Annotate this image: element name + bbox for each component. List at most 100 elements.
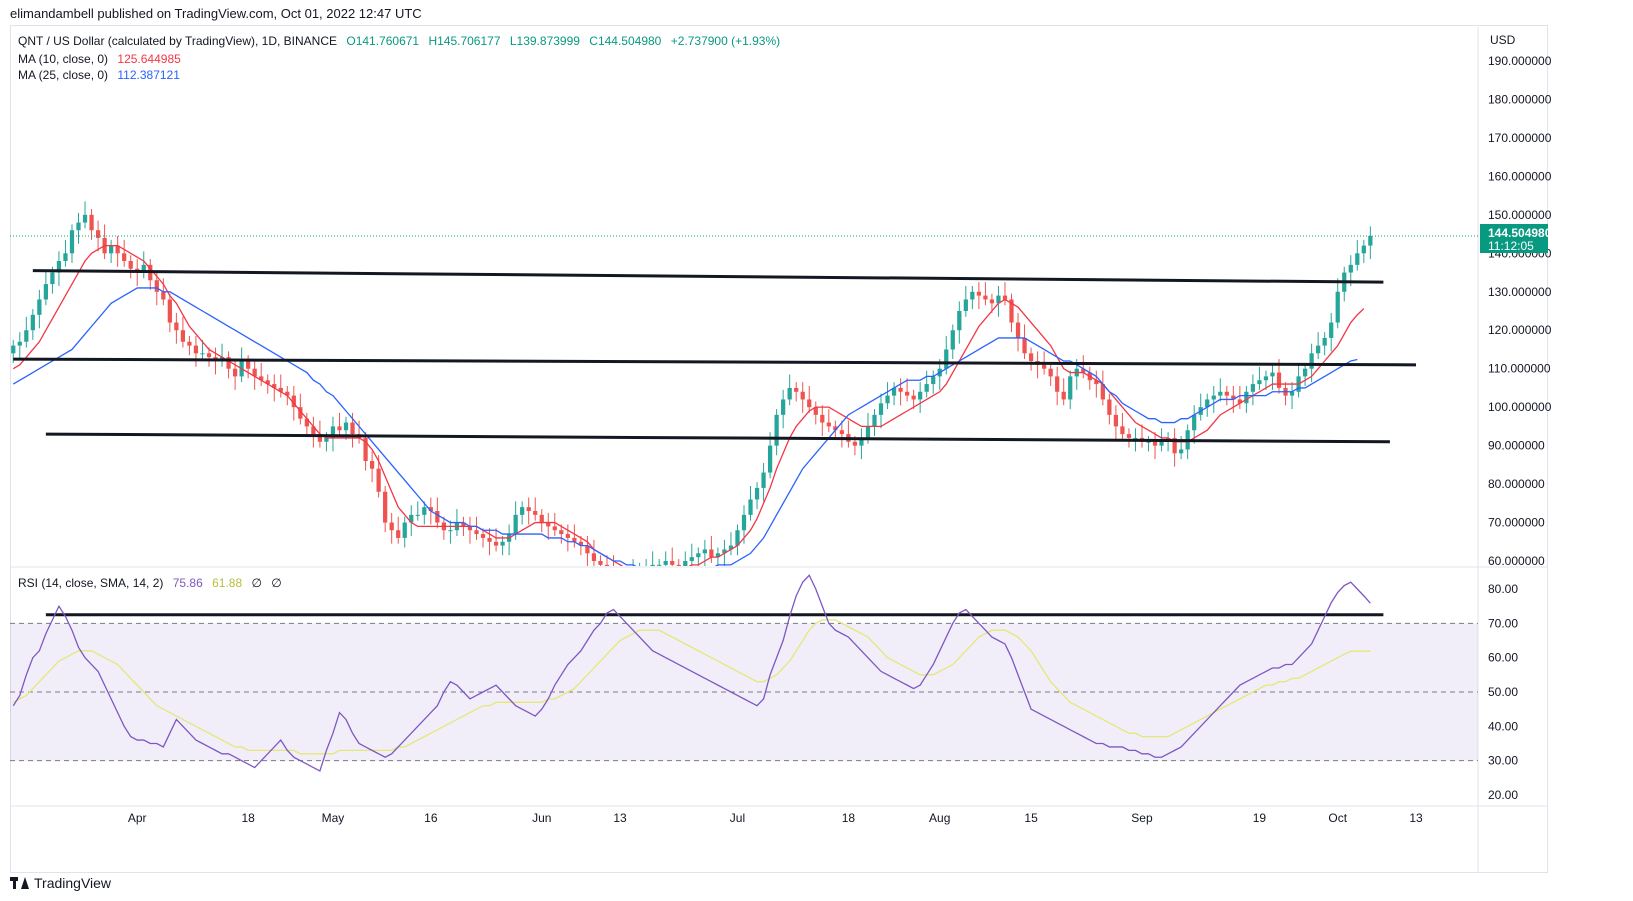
candle-body bbox=[715, 553, 721, 558]
candle-body bbox=[428, 507, 433, 511]
candle-body bbox=[800, 391, 805, 400]
ma25-value: 112.387121 bbox=[117, 68, 180, 82]
price-tick-label: 110.000000 bbox=[1488, 362, 1551, 376]
time-tick-label: Aug bbox=[929, 811, 950, 825]
candle-body bbox=[996, 295, 1001, 304]
candle-body bbox=[37, 299, 42, 315]
candle-body bbox=[1146, 441, 1151, 443]
candle-body bbox=[1081, 368, 1086, 373]
candle-body bbox=[480, 534, 486, 538]
candle-body bbox=[252, 368, 257, 377]
candle-body bbox=[1250, 384, 1256, 392]
candle-body bbox=[369, 461, 375, 469]
candle-body bbox=[754, 487, 760, 500]
price-tick-label: 180.000000 bbox=[1488, 92, 1552, 106]
tradingview-logo[interactable]: TradingView bbox=[10, 875, 111, 891]
candle-body bbox=[885, 395, 890, 404]
ma10-label: MA (10, close, 0) bbox=[18, 52, 109, 66]
tradingview-logo-icon bbox=[10, 877, 29, 889]
time-tick-label: Oct bbox=[1328, 811, 1347, 825]
candle-body bbox=[1048, 368, 1053, 377]
candle-body bbox=[983, 295, 988, 300]
candle-body bbox=[415, 514, 420, 516]
candle-body bbox=[585, 545, 590, 554]
candle-body bbox=[1231, 395, 1236, 400]
ma25-label: MA (25, close, 0) bbox=[18, 68, 109, 82]
candle-body bbox=[533, 511, 538, 515]
candle-body bbox=[1270, 372, 1275, 377]
candle-body bbox=[180, 330, 186, 342]
rsi-tick-label: 30.00 bbox=[1488, 754, 1518, 768]
candle-body bbox=[565, 534, 570, 538]
candle-body bbox=[109, 245, 114, 254]
candle-body bbox=[911, 395, 916, 400]
time-tick-label: 13 bbox=[1409, 811, 1423, 825]
rsi-tick-label: 60.00 bbox=[1488, 651, 1518, 665]
candle-body bbox=[409, 514, 414, 523]
candle-body bbox=[650, 564, 655, 566]
candle-body bbox=[924, 384, 929, 392]
low-value: L139.873999 bbox=[509, 34, 580, 48]
candle-body bbox=[115, 245, 120, 254]
candle-body bbox=[722, 549, 727, 554]
candle-body bbox=[161, 291, 166, 300]
candle-body bbox=[1368, 236, 1373, 246]
candle-body bbox=[1028, 353, 1034, 361]
time-tick-label: 13 bbox=[613, 811, 627, 825]
candle-body bbox=[520, 507, 525, 515]
trendline-support-lower bbox=[45, 432, 1390, 444]
candle-body bbox=[422, 507, 427, 515]
candle-body bbox=[546, 522, 551, 527]
candle-body bbox=[891, 387, 897, 396]
candle-body bbox=[709, 549, 714, 558]
candle-body bbox=[670, 561, 675, 565]
candle-body bbox=[206, 353, 212, 358]
candle-body bbox=[663, 561, 668, 565]
candle-body bbox=[539, 514, 544, 523]
candle-body bbox=[598, 561, 603, 565]
high-value: H145.706177 bbox=[428, 34, 501, 48]
candle-body bbox=[448, 530, 453, 532]
candle-body bbox=[1113, 414, 1119, 427]
candle-body bbox=[1257, 380, 1262, 385]
candle-body bbox=[611, 569, 615, 573]
candle-body bbox=[383, 491, 388, 523]
candle-body bbox=[578, 541, 584, 546]
candle-body bbox=[696, 553, 701, 558]
candle-body bbox=[285, 391, 290, 396]
rsi-line bbox=[12, 574, 1371, 772]
candle-body bbox=[1205, 399, 1210, 408]
candle-body bbox=[728, 545, 734, 550]
candle-body bbox=[232, 368, 238, 377]
candle-body bbox=[774, 414, 779, 446]
candle-body bbox=[683, 561, 688, 566]
change-value: +2.737900 (+1.93%) bbox=[670, 34, 781, 48]
candle-body bbox=[1263, 376, 1269, 381]
candle-body bbox=[17, 341, 22, 346]
candle-body bbox=[493, 541, 499, 546]
candle-body bbox=[272, 384, 277, 388]
candle-body bbox=[878, 403, 884, 415]
time-tick-label: Jun bbox=[532, 811, 551, 825]
symbol-title: QNT / US Dollar (calculated by TradingVi… bbox=[18, 34, 338, 48]
candle-body bbox=[631, 573, 635, 577]
price-tick-label: 90.000000 bbox=[1488, 439, 1545, 453]
candle-body bbox=[1042, 364, 1047, 369]
candle-body bbox=[11, 345, 16, 354]
price-tick-label: 100.000000 bbox=[1488, 400, 1552, 414]
candle-body bbox=[761, 472, 766, 488]
candle-body bbox=[591, 553, 597, 561]
brand-name: TradingView bbox=[34, 875, 112, 891]
chart-frame[interactable] bbox=[10, 25, 1548, 873]
trendline-resistance-upper bbox=[32, 269, 1384, 284]
candle-body bbox=[1126, 434, 1132, 438]
candle-body bbox=[402, 522, 407, 538]
rsi-tick-label: 80.00 bbox=[1488, 582, 1518, 596]
candle-body bbox=[82, 214, 88, 223]
time-tick-label: Sep bbox=[1131, 811, 1153, 825]
candle-body bbox=[226, 357, 231, 369]
candle-body bbox=[1061, 391, 1066, 400]
candle-body bbox=[167, 299, 172, 323]
ma10-value: 125.644985 bbox=[117, 52, 181, 66]
